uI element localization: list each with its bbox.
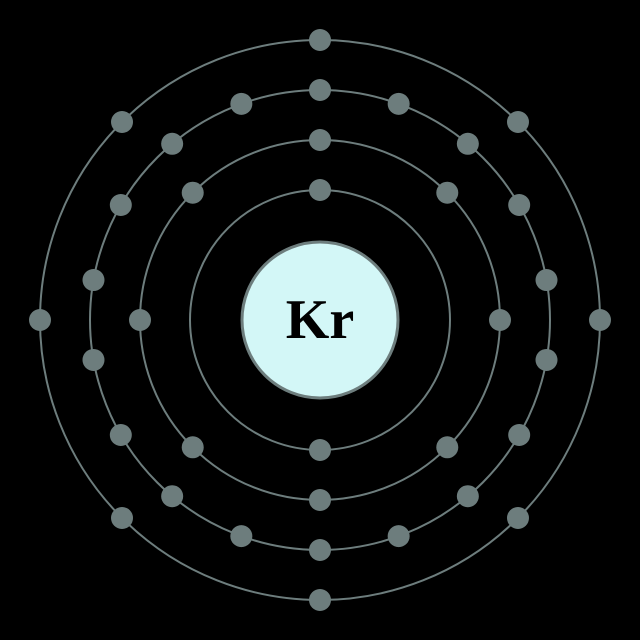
electron: [457, 485, 479, 507]
electron: [82, 349, 104, 371]
electron: [536, 269, 558, 291]
electron: [309, 79, 331, 101]
electron: [182, 182, 204, 204]
electron: [309, 439, 331, 461]
electron: [309, 489, 331, 511]
electron: [309, 589, 331, 611]
electron: [29, 309, 51, 331]
electron: [110, 424, 132, 446]
electron: [457, 133, 479, 155]
electron: [388, 93, 410, 115]
electron: [309, 539, 331, 561]
electron: [309, 29, 331, 51]
electron: [508, 424, 530, 446]
electron: [507, 507, 529, 529]
electron: [111, 111, 133, 133]
electron: [182, 436, 204, 458]
electron: [82, 269, 104, 291]
electron: [536, 349, 558, 371]
electron: [230, 525, 252, 547]
electron: [589, 309, 611, 331]
electron: [388, 525, 410, 547]
electron: [230, 93, 252, 115]
electron: [309, 129, 331, 151]
electron: [161, 485, 183, 507]
electron: [111, 507, 133, 529]
electron: [436, 436, 458, 458]
element-symbol: Kr: [286, 289, 354, 351]
electron: [309, 179, 331, 201]
electron: [508, 194, 530, 216]
electron: [110, 194, 132, 216]
electron: [161, 133, 183, 155]
electron: [436, 182, 458, 204]
electron: [507, 111, 529, 133]
electron: [129, 309, 151, 331]
electron: [489, 309, 511, 331]
electron-shell-diagram: Kr: [0, 0, 640, 640]
